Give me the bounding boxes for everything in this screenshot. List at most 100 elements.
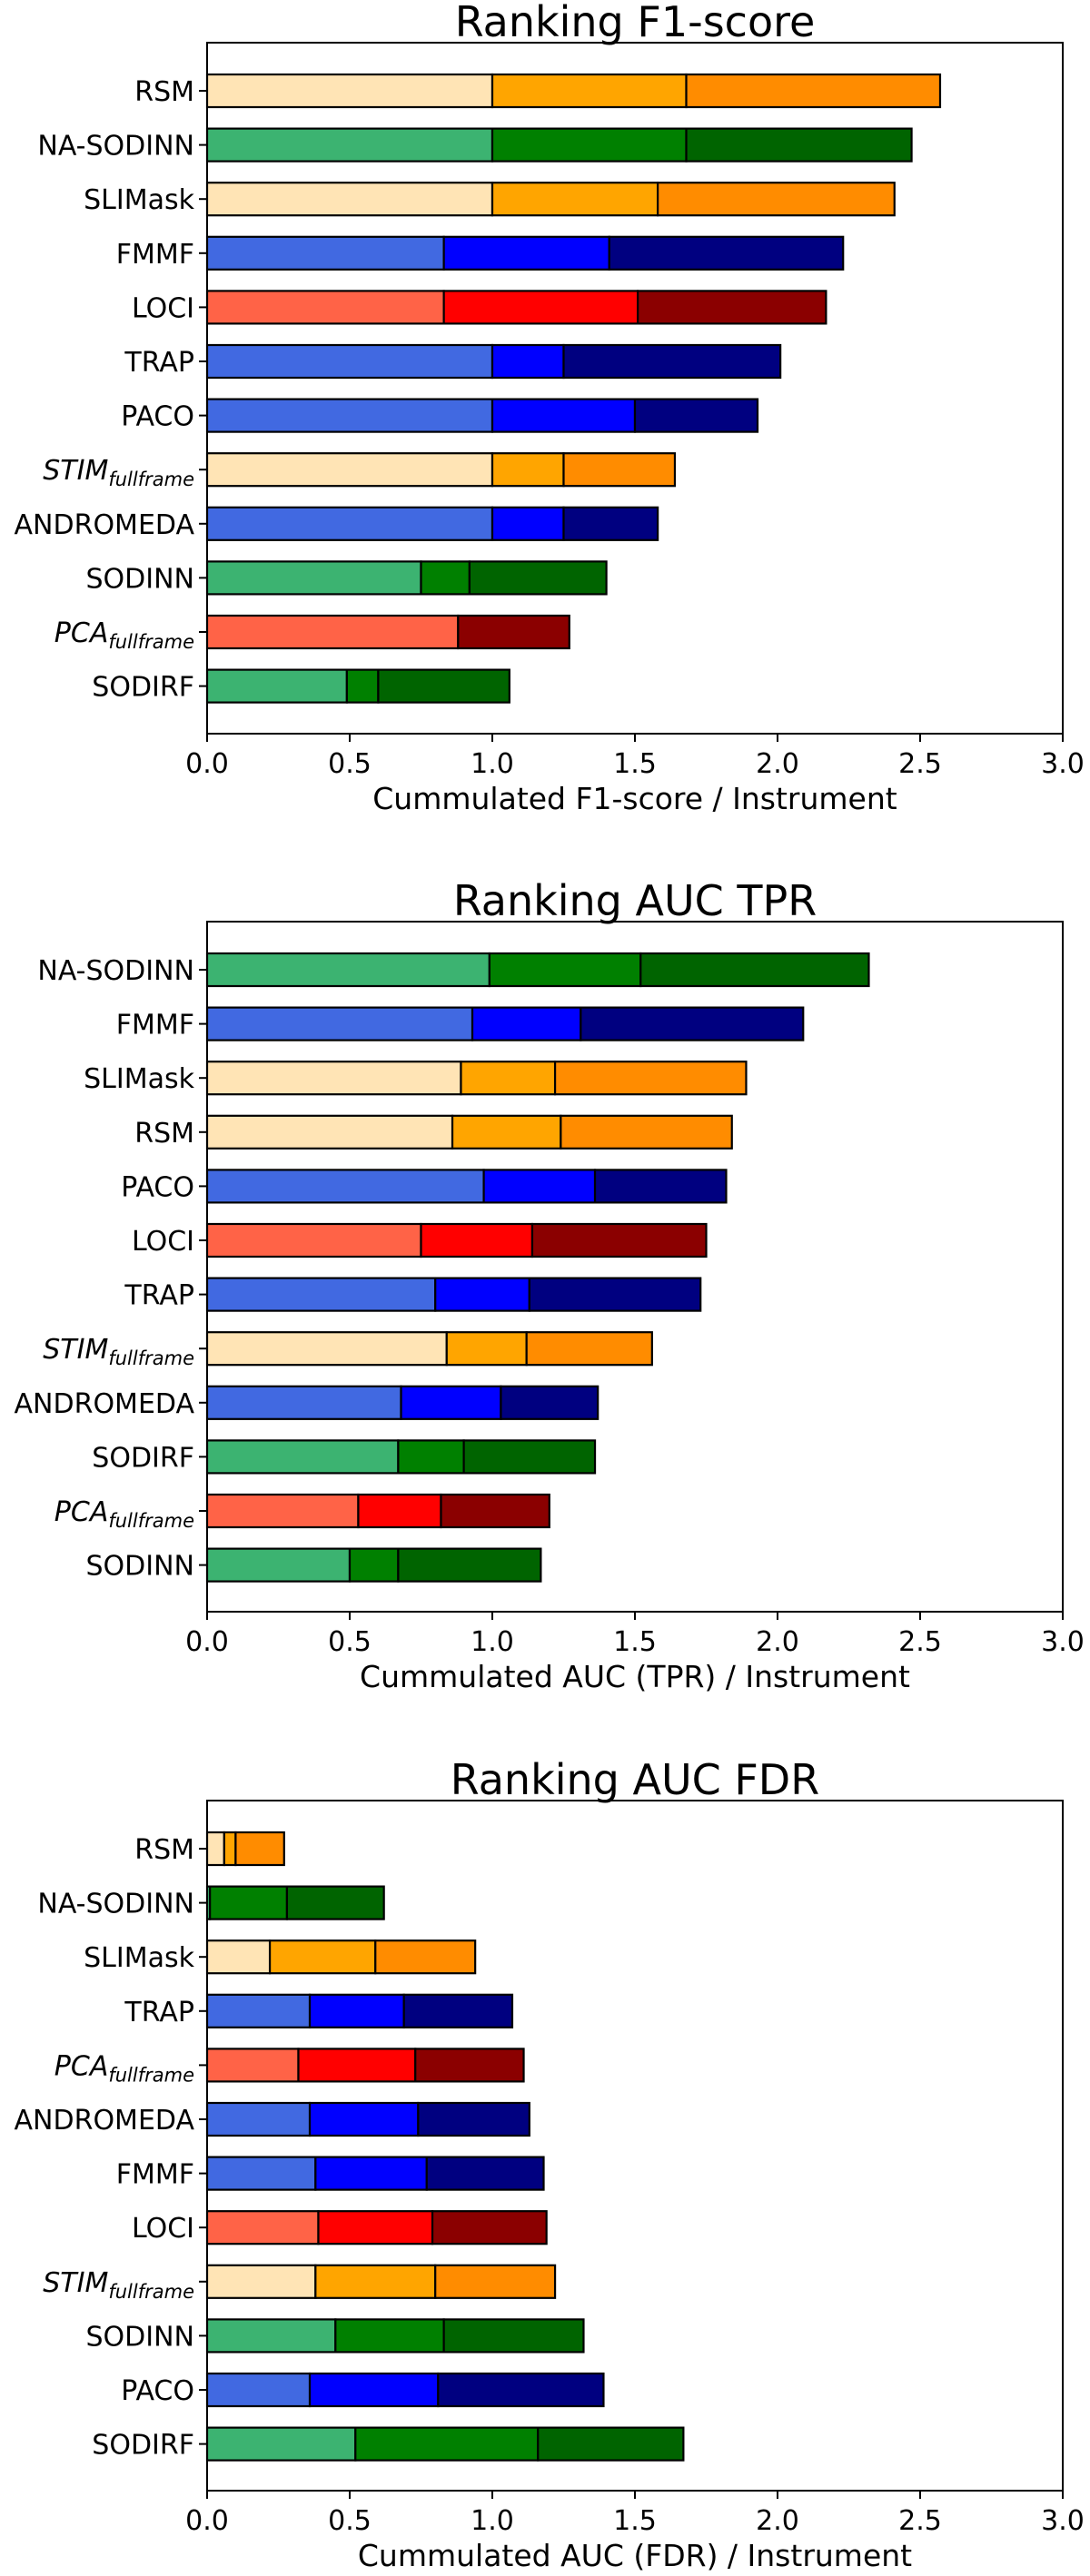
x-axis-label: Cummulated AUC (FDR) / Instrument: [358, 2538, 912, 2573]
x-tick-label: 2.0: [756, 748, 799, 780]
bar-segment-fmmf-3: [580, 1006, 805, 1041]
category-label-slimask: SLIMask: [84, 1063, 195, 1095]
chart-title: Ranking AUC TPR: [453, 876, 817, 925]
bar-segment-loci-2: [420, 1222, 534, 1258]
bar-segment-stim-1: [205, 452, 494, 488]
category-label-andromeda: ANDROMEDA: [15, 1388, 195, 1420]
bar-segment-sodinn-3: [468, 560, 608, 596]
bar-segment-fmmf-2: [471, 1006, 582, 1041]
category-label-rsm: RSM: [134, 1834, 194, 1866]
bar-segment-stim-3: [525, 1331, 653, 1367]
bar-segment-trap-1: [205, 343, 494, 380]
bar-segment-rsm-3: [234, 1831, 285, 1867]
x-tick-label: 0.5: [328, 1626, 372, 1658]
x-tick-label: 3.0: [1041, 2505, 1085, 2537]
x-tick-label: 2.5: [898, 1626, 942, 1658]
bar-segment-andromeda-2: [400, 1385, 502, 1420]
x-tick-label: 0.5: [328, 2505, 372, 2537]
bar-segment-fmmf-1: [205, 235, 445, 271]
x-tick-label: 0.0: [185, 1626, 229, 1658]
category-label-paco: PACO: [121, 2375, 194, 2407]
bar-segment-loci-2: [442, 290, 639, 325]
bar-segment-paco-3: [593, 1169, 728, 1204]
bar-segment-sodirf-2: [397, 1439, 465, 1475]
category-label-sodinn: SODINN: [86, 563, 195, 595]
bar-segment-andromeda-3: [500, 1385, 600, 1420]
bar-segment-trap-2: [308, 1993, 405, 2028]
bar-segment-loci-3: [530, 1222, 708, 1258]
bar-segment-sodirf-1: [205, 668, 348, 704]
bar-segment-trap-3: [528, 1277, 702, 1312]
bar-segment-na-sodinn-3: [685, 127, 913, 163]
category-label-rsm: RSM: [134, 76, 194, 108]
category-label-trap: TRAP: [124, 347, 194, 379]
bar-segment-trap-3: [562, 343, 782, 380]
bar-segment-rsm-3: [685, 73, 942, 109]
bar-segment-pca-1: [205, 1493, 360, 1529]
category-label-rsm: RSM: [134, 1118, 194, 1150]
bar-segment-andromeda-2: [490, 506, 565, 541]
bar-segment-sodinn-1: [205, 2318, 337, 2354]
bar-segment-rsm-1: [205, 1831, 225, 1867]
category-label-sodinn: SODINN: [86, 2321, 195, 2353]
bar-segment-stim-2: [314, 2264, 437, 2299]
bar-segment-paco-2: [490, 398, 637, 433]
x-tick-label: 2.5: [898, 748, 942, 780]
x-tick-label: 3.0: [1041, 748, 1085, 780]
category-label-paco: PACO: [121, 401, 194, 433]
bar-segment-na-sodinn-1: [205, 127, 494, 163]
category-label-fmmf: FMMF: [116, 2159, 194, 2191]
category-label-pca: PCAfullframe: [54, 1496, 194, 1532]
bar-segment-paco-1: [205, 1169, 485, 1204]
bar-segment-andromeda-3: [562, 506, 659, 541]
category-label-slimask: SLIMask: [84, 1942, 195, 1974]
bar-segment-fmmf-3: [608, 235, 845, 271]
category-label-loci: LOCI: [132, 2213, 194, 2245]
x-tick-label: 1.0: [471, 748, 514, 780]
bar-segment-sodinn-3: [397, 1547, 542, 1583]
bar-segment-andromeda-1: [205, 2101, 312, 2137]
x-tick-label: 1.5: [613, 2505, 657, 2537]
bar-segment-stim-3: [434, 2264, 557, 2299]
bar-segment-sodirf-1: [205, 1439, 400, 1475]
bar-segment-fmmf-1: [205, 1006, 474, 1041]
category-label-trap: TRAP: [124, 1280, 194, 1312]
x-tick-label: 1.5: [613, 748, 657, 780]
bar-segment-slimask-1: [205, 182, 494, 217]
bar-segment-pca-3: [414, 2048, 525, 2083]
x-tick-label: 2.0: [756, 1626, 799, 1658]
bar-segment-pca-2: [357, 1493, 442, 1529]
bar-segment-paco-3: [633, 398, 759, 433]
bar-segment-andromeda-3: [417, 2101, 530, 2137]
category-label-na-sodinn: NA-SODINN: [37, 955, 194, 987]
category-label-na-sodinn: NA-SODINN: [37, 131, 194, 163]
bar-segment-na-sodinn-2: [209, 1885, 289, 1920]
x-tick-label: 0.5: [328, 748, 372, 780]
bar-segment-loci-2: [317, 2210, 434, 2245]
bar-segment-andromeda-1: [205, 1385, 402, 1420]
bar-segment-slimask-1: [205, 1061, 462, 1096]
bar-segment-fmmf-2: [314, 2156, 428, 2191]
bar-segment-sodirf-2: [354, 2426, 540, 2462]
bar-segment-andromeda-1: [205, 506, 494, 541]
category-label-fmmf: FMMF: [116, 239, 194, 271]
bar-segment-na-sodinn-1: [205, 952, 490, 988]
chart-title: Ranking F1-score: [455, 0, 816, 46]
bar-segment-stim-2: [445, 1331, 528, 1367]
bar-segment-slimask-3: [374, 1939, 477, 1975]
chart-ranking-auc-tpr: Ranking AUC TPR NA-SODINN FMMF SLIMask RSM PA…: [15, 876, 1085, 1694]
bar-segment-slimask-2: [268, 1939, 377, 1975]
x-axis-label: Cummulated F1-score / Instrument: [372, 781, 897, 816]
x-tick-label: 3.0: [1041, 1626, 1085, 1658]
bar-segment-trap-1: [205, 1993, 312, 2028]
bar-segment-sodirf-1: [205, 2426, 357, 2462]
category-label-loci: LOCI: [132, 292, 194, 324]
category-label-sodinn: SODINN: [86, 1551, 195, 1583]
category-label-pca: PCAfullframe: [54, 2050, 194, 2086]
category-label-trap: TRAP: [124, 1997, 194, 2028]
bar-segment-sodinn-2: [420, 560, 471, 596]
bar-segment-pca-1: [205, 614, 460, 650]
category-label-sodirf: SODIRF: [92, 1442, 194, 1474]
category-label-fmmf: FMMF: [116, 1010, 194, 1041]
